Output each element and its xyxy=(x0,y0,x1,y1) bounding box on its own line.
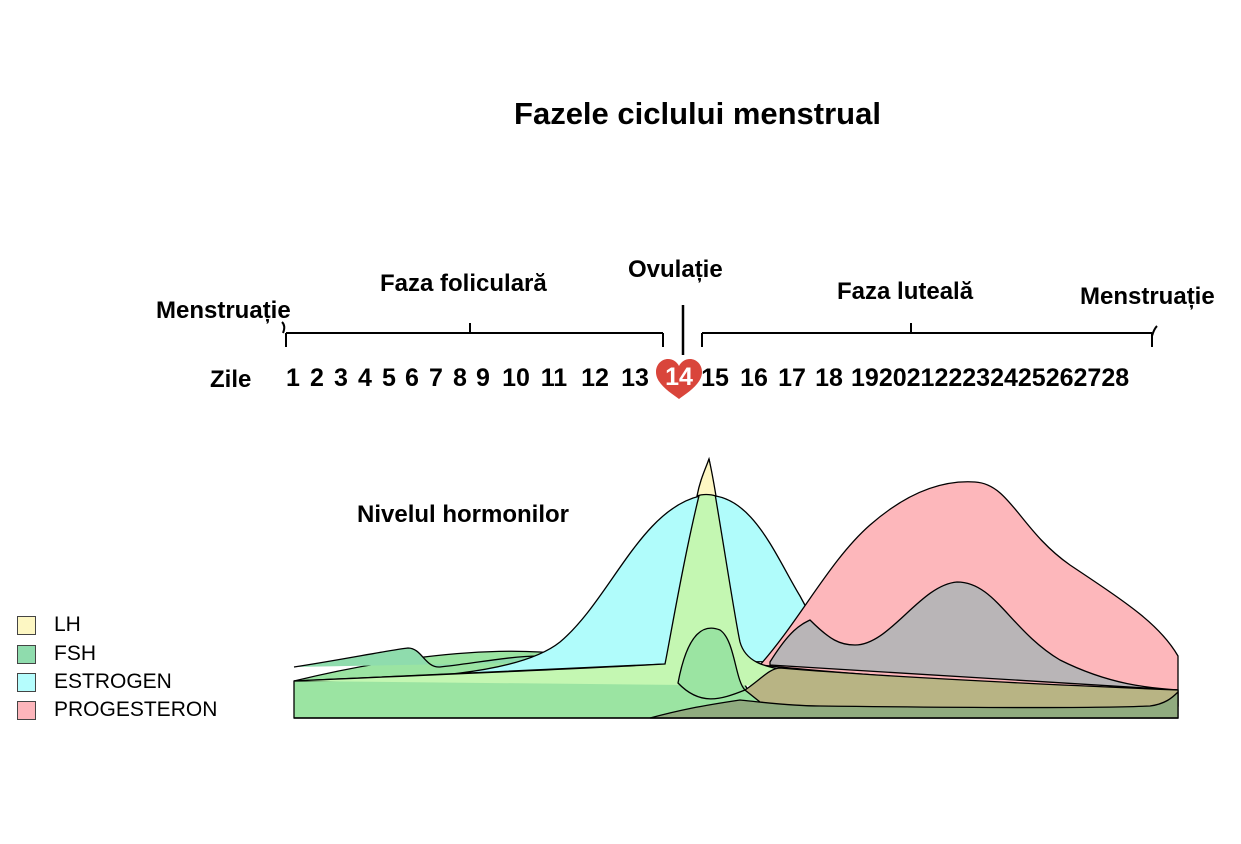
day-14: 14 xyxy=(665,363,693,391)
legend-item-estrogen: ESTROGEN xyxy=(17,670,172,693)
estrogen-swatch xyxy=(17,672,36,692)
day-6: 6 xyxy=(405,364,419,392)
legend-item-lh: LH xyxy=(17,613,81,636)
hormone-chart xyxy=(293,456,1179,719)
day-19: 19 xyxy=(851,364,879,392)
day-28: 28 xyxy=(1101,364,1130,392)
progesterone-swatch xyxy=(17,700,36,720)
overlap-grey xyxy=(769,581,1179,691)
day-4: 4 xyxy=(358,364,372,392)
legend-item-fsh: FSH xyxy=(17,642,96,665)
day-17: 17 xyxy=(778,364,806,392)
day-9: 9 xyxy=(476,364,490,392)
menstruation-end-label: Menstruație xyxy=(1080,283,1215,310)
day-1: 1 xyxy=(286,364,300,392)
menstruation-start-label: Menstruație xyxy=(156,297,291,324)
day-21: 21 xyxy=(906,364,935,392)
day-11: 11 xyxy=(540,364,568,392)
day-18: 18 xyxy=(815,364,843,392)
follicular-bracket xyxy=(281,321,664,347)
day-15: 15 xyxy=(701,364,729,392)
day-10: 10 xyxy=(502,364,530,392)
day-26: 26 xyxy=(1045,364,1074,392)
day-8: 8 xyxy=(453,364,467,392)
ovulation-label: Ovulație xyxy=(628,256,723,283)
day-22: 22 xyxy=(934,364,963,392)
day-5: 5 xyxy=(382,364,396,392)
luteal-phase-label: Faza luteală xyxy=(837,278,974,305)
fsh-peak xyxy=(677,627,747,700)
fsh-swatch xyxy=(17,644,36,664)
day-12: 12 xyxy=(581,364,609,392)
day-3: 3 xyxy=(334,364,348,392)
days-label: Zile xyxy=(210,366,252,393)
luteal-bracket xyxy=(701,323,1158,347)
day-23: 23 xyxy=(962,364,991,392)
heart-icon xyxy=(656,359,702,399)
day-25: 25 xyxy=(1017,364,1046,392)
day-16: 16 xyxy=(740,364,768,392)
lh-tip xyxy=(696,456,717,498)
day-24: 24 xyxy=(990,364,1018,392)
hormone-level-label: Nivelul hormonilor xyxy=(357,501,570,528)
day-7: 7 xyxy=(429,364,443,392)
legend-label-estrogen: ESTROGEN xyxy=(54,670,172,693)
page-title: Fazele ciclului menstrual xyxy=(514,96,881,131)
overlap-dark xyxy=(649,690,1179,719)
day-2: 2 xyxy=(310,364,324,392)
day-27: 27 xyxy=(1073,364,1102,392)
legend-item-progesterone: PROGESTERON xyxy=(17,698,218,721)
legend-label-progesterone: PROGESTERON xyxy=(54,698,218,721)
day-13: 13 xyxy=(621,364,649,392)
lh-swatch xyxy=(17,615,36,635)
legend-label-lh: LH xyxy=(54,613,81,636)
legend-label-fsh: FSH xyxy=(54,642,96,665)
follicular-phase-label: Faza foliculară xyxy=(380,270,547,297)
day-20: 20 xyxy=(878,364,907,392)
